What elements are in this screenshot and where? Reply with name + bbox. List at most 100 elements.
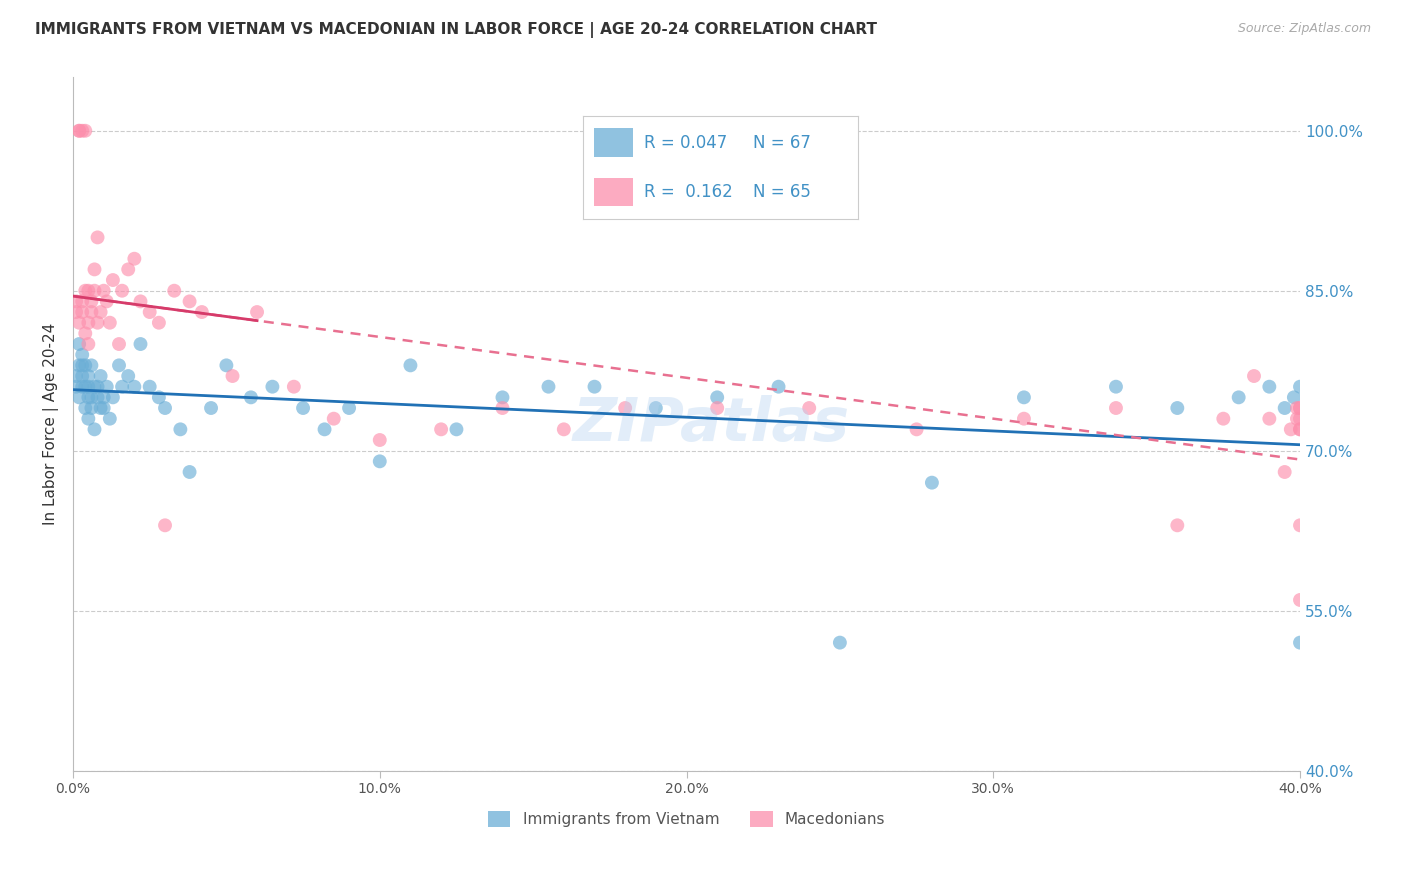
Point xyxy=(1258,411,1281,425)
Point xyxy=(799,401,821,415)
Point xyxy=(70,369,93,384)
Point xyxy=(1289,635,1312,649)
Point xyxy=(537,380,560,394)
Point xyxy=(368,454,391,468)
Text: N = 67: N = 67 xyxy=(754,134,811,152)
Point xyxy=(491,401,513,415)
Point xyxy=(921,475,943,490)
Text: IMMIGRANTS FROM VIETNAM VS MACEDONIAN IN LABOR FORCE | AGE 20-24 CORRELATION CHA: IMMIGRANTS FROM VIETNAM VS MACEDONIAN IN… xyxy=(35,22,877,38)
Point xyxy=(553,422,575,436)
Point xyxy=(117,369,139,384)
Point xyxy=(430,422,453,436)
Point xyxy=(96,380,118,394)
Point xyxy=(368,433,391,447)
Point xyxy=(111,380,134,394)
Point xyxy=(153,518,176,533)
Text: N = 65: N = 65 xyxy=(754,183,811,201)
Point xyxy=(93,401,115,415)
Point xyxy=(1166,518,1188,533)
Text: R = 0.047: R = 0.047 xyxy=(644,134,727,152)
Text: ZIPatlas: ZIPatlas xyxy=(572,394,849,453)
Point xyxy=(90,401,112,415)
Point xyxy=(101,273,124,287)
Point xyxy=(1289,518,1312,533)
Point xyxy=(1289,401,1312,415)
Point xyxy=(1274,401,1296,415)
Point xyxy=(1289,593,1312,607)
Point xyxy=(322,411,344,425)
Point xyxy=(83,262,105,277)
Point xyxy=(96,294,118,309)
Point xyxy=(117,262,139,277)
Point xyxy=(67,390,90,404)
Point xyxy=(67,359,90,373)
Point xyxy=(292,401,315,415)
Text: Source: ZipAtlas.com: Source: ZipAtlas.com xyxy=(1237,22,1371,36)
Point xyxy=(828,635,851,649)
Point xyxy=(1012,390,1035,404)
Point xyxy=(83,284,105,298)
Point xyxy=(491,390,513,404)
Point xyxy=(83,380,105,394)
Point xyxy=(83,422,105,436)
Point xyxy=(337,401,360,415)
Point xyxy=(179,294,201,309)
Point xyxy=(129,337,152,351)
Point xyxy=(1282,390,1305,404)
Point xyxy=(1012,411,1035,425)
Point xyxy=(169,422,191,436)
Point xyxy=(67,124,90,138)
Point xyxy=(1105,380,1128,394)
Point xyxy=(1289,411,1312,425)
Point xyxy=(1289,401,1312,415)
Point xyxy=(1285,401,1308,415)
Point xyxy=(77,284,100,298)
Point xyxy=(215,359,238,373)
Point xyxy=(262,380,284,394)
Point xyxy=(138,305,160,319)
Point xyxy=(80,294,103,309)
Point xyxy=(75,284,97,298)
Point xyxy=(70,348,93,362)
Point xyxy=(70,294,93,309)
Point xyxy=(148,316,170,330)
Point xyxy=(86,390,108,404)
Point xyxy=(77,337,100,351)
Point xyxy=(124,252,146,266)
Point xyxy=(706,390,728,404)
Point xyxy=(111,284,134,298)
Bar xyxy=(595,178,633,206)
Bar xyxy=(595,128,633,157)
Point xyxy=(283,380,305,394)
Point xyxy=(75,401,97,415)
Legend: Immigrants from Vietnam, Macedonians: Immigrants from Vietnam, Macedonians xyxy=(481,805,891,833)
Point xyxy=(98,316,121,330)
Y-axis label: In Labor Force | Age 20-24: In Labor Force | Age 20-24 xyxy=(44,323,59,525)
Point xyxy=(80,305,103,319)
Point xyxy=(768,380,790,394)
Point xyxy=(70,305,93,319)
Point xyxy=(1285,411,1308,425)
Point xyxy=(67,337,90,351)
Point xyxy=(90,305,112,319)
Point xyxy=(98,411,121,425)
Point xyxy=(70,359,93,373)
Point xyxy=(80,359,103,373)
Point xyxy=(65,305,87,319)
Point xyxy=(1243,369,1265,384)
Point xyxy=(153,401,176,415)
Point xyxy=(163,284,186,298)
Point xyxy=(108,337,131,351)
Point xyxy=(70,380,93,394)
Point xyxy=(129,294,152,309)
Point xyxy=(77,316,100,330)
Point xyxy=(614,401,637,415)
Point xyxy=(67,316,90,330)
Point xyxy=(1279,422,1302,436)
Point xyxy=(239,390,262,404)
Point xyxy=(1166,401,1188,415)
Point xyxy=(1105,401,1128,415)
Point xyxy=(399,359,422,373)
Point xyxy=(77,390,100,404)
Point xyxy=(446,422,468,436)
